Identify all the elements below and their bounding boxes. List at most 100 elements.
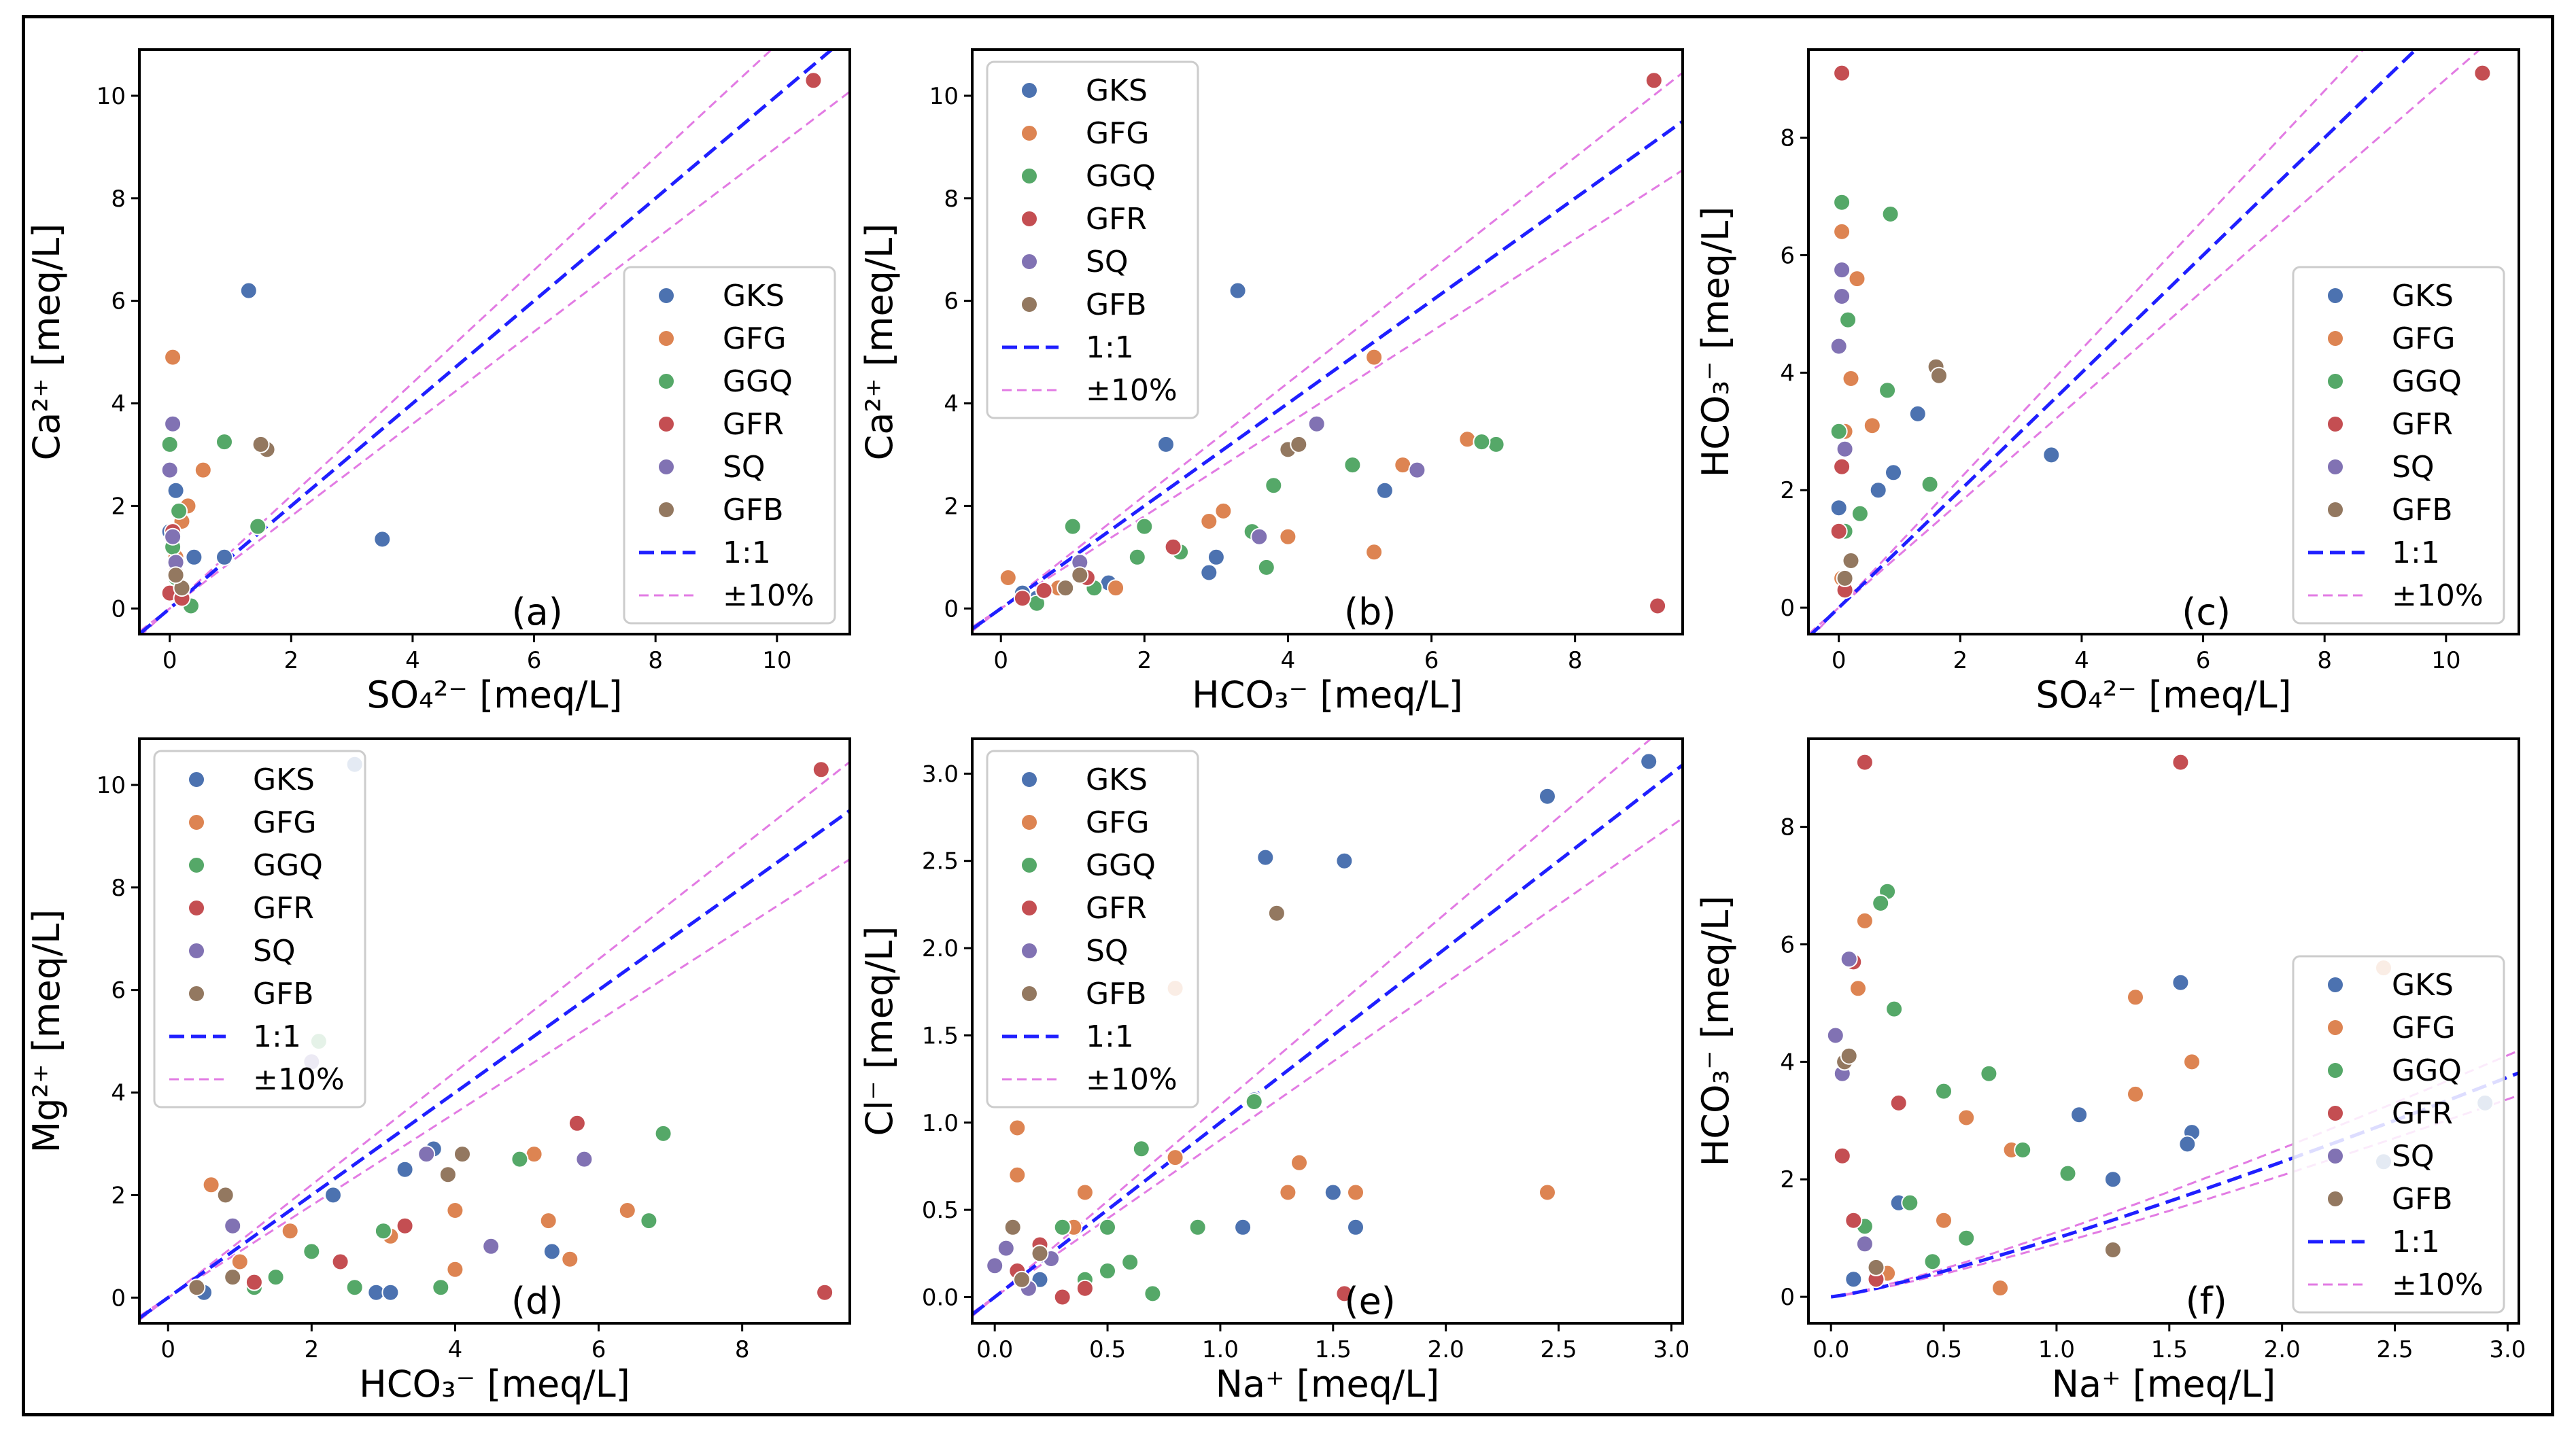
point-gks	[543, 1242, 561, 1261]
point-gks	[1885, 464, 1902, 482]
legend-marker-gks	[1020, 771, 1038, 788]
legend-label-gfr: GFR	[1086, 202, 1147, 237]
point-gfb	[1267, 904, 1286, 922]
x-tick-label: 2.0	[2264, 1336, 2301, 1363]
point-gks	[1375, 481, 1394, 500]
point-gfr	[1013, 589, 1031, 608]
x-tick-label: 3.0	[1653, 1336, 1689, 1363]
point-ggq	[1935, 1082, 1953, 1100]
point-gfg	[1935, 1211, 1953, 1229]
y-tick-label: 2	[944, 493, 959, 520]
y-tick-label: 3.0	[922, 761, 959, 788]
y-tick-label: 6	[1780, 243, 1795, 270]
legend-marker-ggq	[2326, 372, 2344, 390]
legend-label-gfr: GFR	[2392, 1096, 2453, 1131]
panel-c: 0 2 4 6 8 10 0 2 4 6 8 SO₄²⁻ [meq/L] HCO₃⁻ [meq/L] (c…	[1694, 48, 2520, 716]
point-ggq	[303, 1242, 321, 1261]
y-tick-label: 0	[1780, 1284, 1795, 1311]
legend-label-ten-percent: ±10%	[2392, 578, 2484, 613]
legend: GKS GFG GGQ GFR SQ GFB 1:1 ±10%	[986, 60, 1199, 419]
x-tick-label: 0.0	[1813, 1336, 1849, 1363]
legend-label-sq: SQ	[2392, 450, 2435, 485]
point-sq	[1826, 1026, 1844, 1045]
x-axis-label: HCO₃⁻ [meq/L]	[1192, 674, 1463, 716]
one-to-one-line	[972, 763, 1683, 1316]
legend-label-gfg: GFG	[2392, 1011, 2456, 1045]
point-ggq	[1257, 558, 1275, 576]
reference-lines	[972, 71, 1683, 632]
x-tick-label: 2	[1953, 647, 1968, 674]
y-axis-label: Ca²⁺ [meq/L]	[25, 224, 68, 461]
point-gfr	[1649, 597, 1667, 615]
point-sq	[1840, 950, 1858, 968]
point-ggq	[511, 1150, 529, 1168]
legend-label-gfr: GFR	[723, 407, 784, 442]
legend-label-gfg: GFG	[2392, 321, 2456, 356]
point-gks	[1830, 499, 1848, 517]
x-tick-label: 6	[1424, 647, 1439, 674]
point-gks	[2070, 1106, 2089, 1124]
point-ggq	[1878, 381, 1897, 400]
upper-10pct-line	[139, 761, 850, 1321]
axes-frame	[1807, 48, 2520, 635]
point-gfr	[1855, 753, 1874, 771]
point-ggq	[1851, 504, 1869, 523]
point-ggq	[432, 1278, 450, 1297]
legend-marker-gfg	[657, 330, 675, 347]
point-ggq	[1487, 435, 1505, 453]
point-sq	[1833, 261, 1851, 279]
x-axis-label: Na⁺ [meq/L]	[1216, 1363, 1440, 1405]
point-sq	[160, 461, 179, 479]
point-gfg	[1214, 502, 1233, 520]
y-tick-label: 2	[111, 493, 126, 520]
point-ggq	[345, 1278, 364, 1297]
legend-marker-sq	[1020, 253, 1038, 270]
point-gfg	[1279, 527, 1297, 546]
legend: GKS GFG GGQ GFR SQ GFB 1:1 ±10%	[2292, 266, 2505, 625]
point-gfg	[1991, 1279, 2009, 1297]
point-gfb	[1930, 366, 1948, 385]
y-axis-label: Cl⁻ [meq/L]	[858, 926, 901, 1136]
point-ggq	[1128, 548, 1146, 566]
point-gfg	[281, 1222, 299, 1240]
point-gfg	[561, 1250, 579, 1268]
point-gfg	[1842, 370, 1860, 387]
legend-label-ten-percent: ±10%	[1086, 373, 1178, 408]
x-tick-label: 0	[162, 647, 177, 674]
x-tick-label: 6	[2196, 647, 2211, 674]
x-tick-label: 8	[2317, 647, 2332, 674]
y-tick-label: 0.5	[922, 1197, 959, 1224]
point-gks	[373, 530, 392, 548]
data-points	[188, 755, 834, 1302]
point-ggq	[2014, 1141, 2032, 1159]
y-tick-label: 6	[944, 288, 959, 315]
data-points	[160, 71, 823, 615]
legend-label-one-to-one: 1:1	[2392, 1225, 2440, 1259]
y-tick-label: 1.5	[922, 1022, 959, 1049]
panel-label: (f)	[2186, 1280, 2227, 1323]
panel-label: (c)	[2182, 591, 2231, 633]
legend-label-gfb: GFB	[253, 977, 314, 1011]
point-ggq	[2059, 1164, 2077, 1183]
y-tick-label: 2	[1780, 1166, 1795, 1193]
point-sq	[575, 1150, 594, 1168]
legend-marker-gks	[2326, 976, 2344, 994]
point-gks	[1908, 404, 1927, 423]
point-gks	[2042, 446, 2061, 464]
x-tick-label: 1.5	[2151, 1336, 2188, 1363]
point-ggq	[1872, 894, 1890, 912]
point-ggq	[1881, 205, 1900, 223]
point-ggq	[1923, 1253, 1942, 1271]
point-gfg	[446, 1260, 464, 1278]
point-gfg	[230, 1253, 249, 1271]
point-ggq	[1343, 456, 1362, 474]
point-ggq	[216, 433, 233, 451]
panel-label: (e)	[1345, 1280, 1396, 1323]
point-gfg	[164, 348, 182, 366]
lower-10pct-line	[972, 169, 1683, 628]
point-sq	[997, 1239, 1015, 1257]
legend-marker-ggq	[1020, 856, 1038, 874]
lower-10pct-line	[139, 858, 850, 1317]
legend-label-gfb: GFB	[1086, 977, 1147, 1011]
x-tick-label: 1.0	[1202, 1336, 1239, 1363]
